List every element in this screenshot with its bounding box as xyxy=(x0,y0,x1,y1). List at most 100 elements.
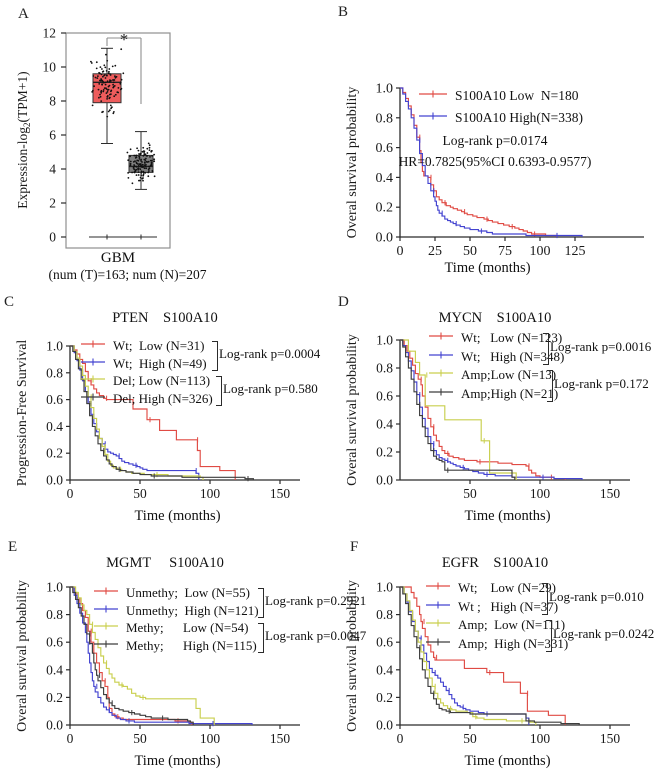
y-tick-label: 0.2 xyxy=(46,690,63,705)
legend-item: Amp;Low (N=13) xyxy=(428,367,556,383)
scatter-point xyxy=(142,146,145,149)
scatter-point xyxy=(139,176,142,179)
y-tick-label: 0.6 xyxy=(376,141,394,156)
scatter-point xyxy=(104,74,106,76)
scatter-point xyxy=(117,91,120,94)
legend-label: Wt ; High (N=37) xyxy=(458,598,559,614)
legend-label: Del; Low (N=113) xyxy=(113,373,211,388)
scatter-point xyxy=(137,149,140,152)
scatter-point xyxy=(135,174,138,177)
hazard-ratio: HR=0.7825(95%CI 0.6393-0.9577) xyxy=(398,154,592,169)
km-curve-wt-low xyxy=(400,586,566,725)
legend-line-marker-icon xyxy=(81,358,105,365)
scatter-point xyxy=(107,110,110,113)
scatter-point xyxy=(142,154,145,157)
scatter-point xyxy=(137,171,140,174)
log-rank-p-value: Log-rank p=0.0174 xyxy=(442,133,548,148)
scatter-point xyxy=(143,153,146,156)
box-plot: 0 2 4 6 8 10 12 Expression-log2(TPM+1) * xyxy=(15,26,171,249)
scatter-point xyxy=(97,88,100,91)
legend-line-marker-icon xyxy=(81,375,105,383)
legend-marker xyxy=(425,579,451,597)
km-curve-del-low xyxy=(70,345,204,480)
km-chart-d: 50 100 150 0.0 0.2 0.4 0.6 0.8 1.0 Overal surviva… xyxy=(345,333,630,501)
x-tick-label: 50 xyxy=(463,244,477,259)
x-axis-label: Time (months) xyxy=(464,508,551,524)
scatter-point xyxy=(143,158,146,161)
scatter-point xyxy=(134,154,137,157)
legend-label: Wt; Low (N=31) xyxy=(113,338,205,353)
scatter-point xyxy=(133,168,136,171)
legend-marker xyxy=(93,619,119,637)
scatter-point xyxy=(131,171,134,174)
scatter-point xyxy=(107,72,110,75)
scatter-point xyxy=(104,83,107,86)
scatter-point xyxy=(148,144,151,147)
scatter-point xyxy=(139,168,142,171)
legend-label: Amp;Low (N=13) xyxy=(461,367,557,382)
legend-marker xyxy=(80,355,106,373)
legend-label: Amp;High (N=21) xyxy=(461,385,559,401)
y-tick-label: 0.4 xyxy=(376,171,394,186)
scatter-point xyxy=(108,70,110,73)
scatter-point xyxy=(150,163,153,165)
scatter-point xyxy=(142,179,144,182)
scatter-point xyxy=(98,83,101,85)
scatter-point xyxy=(100,89,103,92)
scatter-point xyxy=(140,171,143,174)
legend-label: Wt; High (N=49) xyxy=(113,355,207,371)
scatter-point xyxy=(112,112,115,115)
legend-marker xyxy=(428,329,454,347)
km-curve-amp-high xyxy=(400,339,516,480)
panel-label-b: B xyxy=(338,4,349,20)
y-tick-label: 1.0 xyxy=(376,333,393,348)
scatter-point xyxy=(90,62,93,64)
panel-label-c: C xyxy=(4,294,15,310)
scatter-point xyxy=(105,88,108,90)
x-tick-label: 0 xyxy=(67,731,74,746)
log-rank-p-value: Log-rank p=0.0242 xyxy=(553,626,655,641)
scatter-point xyxy=(135,162,138,165)
legend-item: Wt; Low (N=31) xyxy=(80,338,204,354)
scatter-point xyxy=(95,67,98,70)
scatter-point xyxy=(103,81,105,84)
scatter-point xyxy=(109,93,111,96)
panel-b: B 0 25 50 75 100 125 0.0 0.2 0.4 0.6 0.8 1.0 Overal … xyxy=(330,0,655,290)
y-tick-label: 0.4 xyxy=(376,662,393,677)
significance-star: * xyxy=(120,30,129,49)
legend-line-marker-icon xyxy=(94,605,118,612)
x-tick-label: 75 xyxy=(498,244,512,259)
legend-item: Amp; High (N=331) xyxy=(425,636,568,652)
scatter-point xyxy=(135,165,138,168)
legend-line-marker-icon xyxy=(429,388,453,395)
panel-label-d: D xyxy=(338,294,349,310)
scatter-point xyxy=(140,158,143,161)
chart-title: MGMT S100A10 xyxy=(106,555,224,571)
scatter-point xyxy=(96,77,99,79)
scatter-point xyxy=(104,66,107,69)
legend-line-marker-icon xyxy=(426,638,450,645)
scatter-point xyxy=(104,77,107,79)
legend-line-marker-icon xyxy=(94,587,118,595)
scatter-point xyxy=(103,64,106,67)
x-tick-label: 100 xyxy=(530,244,551,259)
y-axis-label: Overal survival probability xyxy=(345,580,360,732)
scatter-point xyxy=(119,82,122,85)
km-curve-amp-high xyxy=(400,586,580,725)
legend-line-marker-icon xyxy=(426,619,450,627)
scatter-point xyxy=(108,68,111,70)
x-tick-label: 150 xyxy=(600,486,621,501)
x-tick-label: 100 xyxy=(530,486,551,501)
panel-e: E MGMT S100A10 0 50 100 150 0.0 0.2 0.4 0.6 0.8 1… xyxy=(0,535,366,772)
legend-item: Wt; High (N=348) xyxy=(428,349,564,365)
scatter-point xyxy=(132,166,135,168)
scatter-point xyxy=(106,91,109,93)
y-tick-label: 0.4 xyxy=(376,417,393,432)
scatter-point xyxy=(99,66,102,68)
y-tick-label: 0.6 xyxy=(376,635,393,650)
km-chart-e: 0 50 100 150 0.0 0.2 0.4 0.6 0.8 1.0 Overal surviv… xyxy=(15,580,300,746)
legend-line-marker-icon xyxy=(429,351,453,358)
scatter-point xyxy=(102,90,105,93)
y-tick-label: 0.6 xyxy=(376,389,393,404)
